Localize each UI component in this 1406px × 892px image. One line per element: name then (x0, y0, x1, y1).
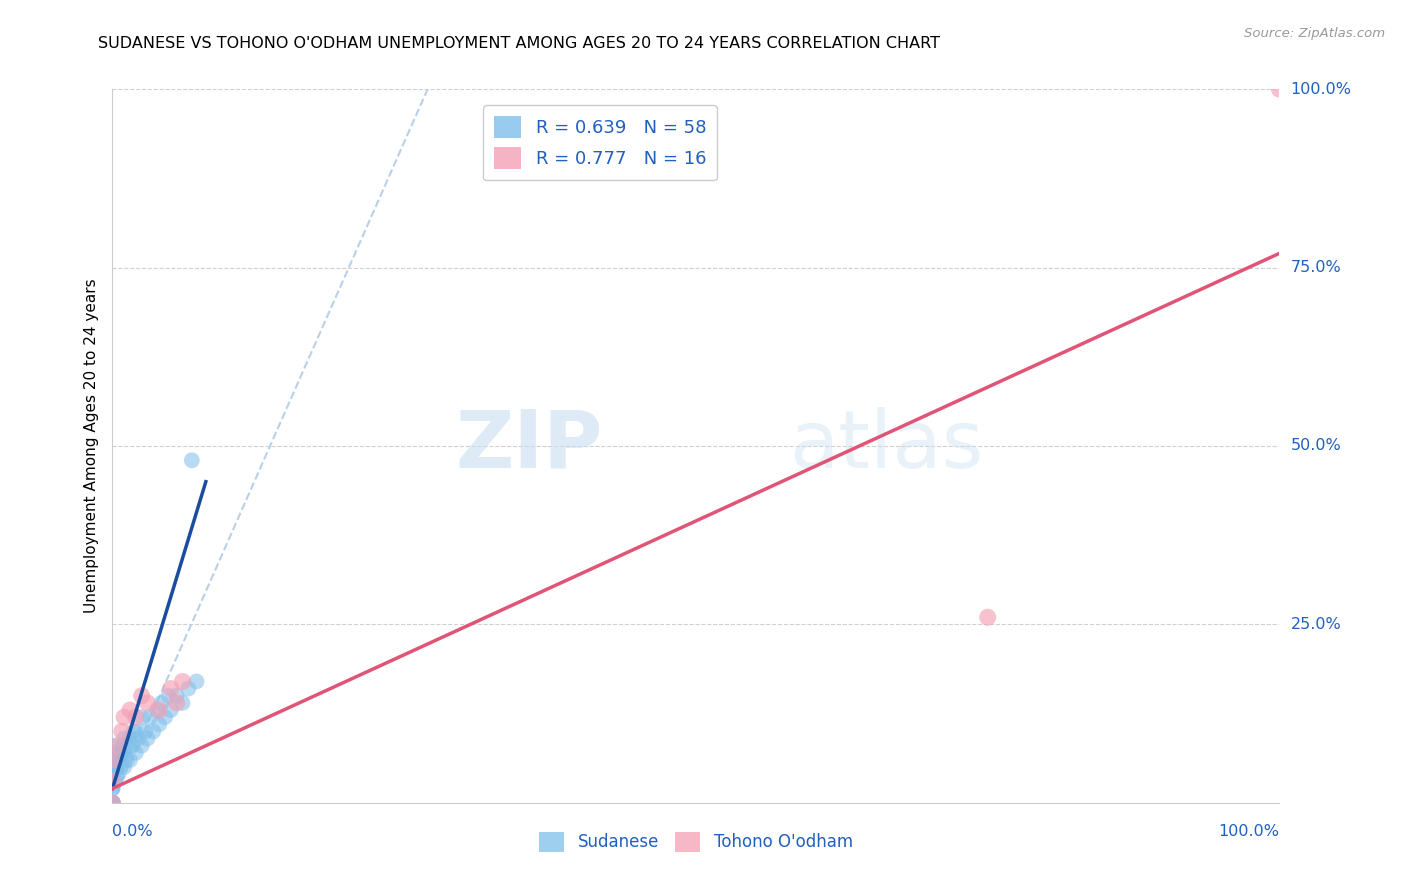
Text: 25.0%: 25.0% (1291, 617, 1341, 632)
Point (101, 781, 124, 796)
Point (101, 774, 124, 789)
Y-axis label: Unemployment Among Ages 20 to 24 years: Unemployment Among Ages 20 to 24 years (83, 278, 98, 614)
Point (101, 739, 124, 753)
Point (976, 610, 998, 624)
Point (160, 681, 183, 696)
Point (127, 731, 149, 746)
Point (101, 796, 124, 810)
Point (112, 710, 135, 724)
Point (111, 724, 134, 739)
Point (166, 696, 188, 710)
Text: 75.0%: 75.0% (1291, 260, 1341, 275)
Point (117, 739, 139, 753)
Point (121, 739, 143, 753)
Text: 0.0%: 0.0% (112, 824, 153, 839)
Text: 50.0%: 50.0% (1291, 439, 1341, 453)
Point (101, 774, 124, 789)
Point (108, 760, 131, 774)
Point (1268, 82, 1291, 96)
Point (125, 746, 148, 760)
Point (118, 753, 141, 767)
Point (110, 746, 132, 760)
Text: atlas: atlas (789, 407, 984, 485)
Point (157, 689, 180, 703)
Point (101, 760, 124, 774)
Point (101, 796, 124, 810)
Point (104, 767, 127, 781)
Point (112, 760, 135, 774)
Point (111, 753, 134, 767)
Point (172, 696, 194, 710)
Point (136, 696, 159, 710)
Point (146, 703, 169, 717)
Point (122, 724, 145, 739)
Point (104, 774, 127, 789)
Point (160, 703, 183, 717)
Point (101, 753, 124, 767)
Point (101, 781, 124, 796)
Text: 100.0%: 100.0% (1219, 824, 1279, 839)
Point (186, 674, 208, 689)
Point (101, 746, 124, 760)
Point (177, 681, 200, 696)
Text: 100.0%: 100.0% (1291, 82, 1351, 96)
Point (105, 760, 128, 774)
Text: SUDANESE VS TOHONO O'ODHAM UNEMPLOYMENT AMONG AGES 20 TO 24 YEARS CORRELATION CH: SUDANESE VS TOHONO O'ODHAM UNEMPLOYMENT … (98, 36, 941, 51)
Point (101, 796, 124, 810)
Point (112, 731, 135, 746)
Point (101, 774, 124, 789)
Point (101, 767, 124, 781)
Point (101, 753, 124, 767)
Point (153, 710, 176, 724)
Point (139, 710, 162, 724)
Point (111, 739, 134, 753)
Text: ZIP: ZIP (456, 407, 603, 485)
Point (101, 796, 124, 810)
Point (115, 753, 138, 767)
Point (131, 710, 153, 724)
Point (101, 796, 124, 810)
Point (125, 710, 148, 724)
Point (118, 731, 141, 746)
Legend: Sudanese, Tohono O'odham: Sudanese, Tohono O'odham (533, 825, 859, 859)
Point (148, 717, 170, 731)
Point (101, 767, 124, 781)
Point (101, 796, 124, 810)
Point (101, 796, 124, 810)
Point (148, 703, 170, 717)
Point (118, 703, 141, 717)
Point (142, 724, 165, 739)
Point (107, 767, 129, 781)
Point (101, 796, 124, 810)
Point (180, 453, 202, 467)
Text: Source: ZipAtlas.com: Source: ZipAtlas.com (1244, 27, 1385, 40)
Point (107, 739, 129, 753)
Point (172, 674, 194, 689)
Point (131, 689, 153, 703)
Point (136, 731, 159, 746)
Point (125, 724, 148, 739)
Point (101, 796, 124, 810)
Point (134, 724, 156, 739)
Point (112, 746, 135, 760)
Point (107, 753, 129, 767)
Point (166, 689, 188, 703)
Point (101, 796, 124, 810)
Point (150, 696, 173, 710)
Point (131, 739, 153, 753)
Point (101, 796, 124, 810)
